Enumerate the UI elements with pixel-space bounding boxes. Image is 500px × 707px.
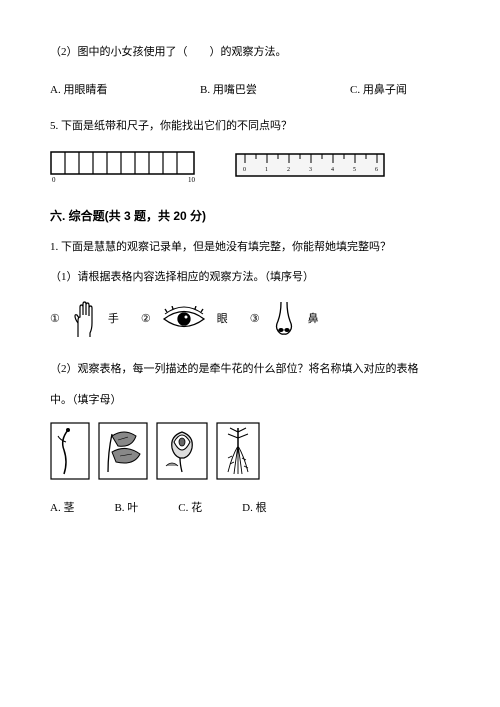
question-2-text: （2）图中的小女孩使用了（ ）的观察方法。 (50, 40, 450, 64)
svg-text:1: 1 (265, 167, 268, 173)
observation-icons-row: ① 手 ② 眼 ③ (50, 299, 450, 339)
plant-figures-row (50, 422, 450, 480)
svg-text:6: 6 (375, 167, 378, 173)
s6-q1-sub1: （1）请根据表格内容选择相应的观察方法。（填序号） (50, 265, 450, 289)
plant-options-row: A. 茎 B. 叶 C. 花 D. 根 (50, 496, 450, 520)
question-5-text: 5. 下面是纸带和尺子，你能找出它们的不同点吗？ (50, 114, 450, 138)
svg-text:10: 10 (188, 176, 195, 183)
svg-text:5: 5 (353, 167, 356, 173)
plant-option-c: C. 花 (178, 496, 202, 520)
icon-number-1: ① (50, 307, 60, 331)
option-c: C. 用鼻子闻 (350, 78, 450, 102)
question-2-options: A. 用眼睛看 B. 用嘴巴尝 C. 用鼻子闻 (50, 78, 450, 102)
eye-label: 眼 (217, 307, 228, 331)
worksheet-page: （2）图中的小女孩使用了（ ）的观察方法。 A. 用眼睛看 B. 用嘴巴尝 C.… (0, 0, 500, 550)
paper-tape-figure: 0 10 (50, 149, 195, 183)
option-a: A. 用眼睛看 (50, 78, 200, 102)
icon-number-3: ③ (250, 307, 260, 331)
s6-q1-sub2a: （2）观察表格，每一列描述的是牵牛花的什么部位？将名称填入对应的表格 (50, 357, 450, 381)
stem-figure (50, 422, 90, 480)
ruler-figures-row: 0 10 0 1 2 3 4 5 6 (50, 149, 450, 183)
ruler-figure: 0 1 2 3 4 5 6 (235, 153, 385, 179)
plant-option-d: D. 根 (242, 496, 266, 520)
nose-icon (270, 299, 298, 339)
svg-text:0: 0 (243, 167, 246, 173)
section-6-title: 六. 综合题(共 3 题，共 20 分) (50, 203, 450, 229)
s6-q1-text: 1. 下面是慧慧的观察记录单，但是她没有填完整，你能帮她填完整吗？ (50, 235, 450, 259)
hand-label: 手 (108, 307, 119, 331)
svg-text:2: 2 (287, 167, 290, 173)
eye-icon (161, 306, 207, 332)
option-b: B. 用嘴巴尝 (200, 78, 350, 102)
nose-label: 鼻 (308, 307, 319, 331)
icon-number-2: ② (141, 307, 151, 331)
svg-text:4: 4 (331, 167, 334, 173)
plant-option-a: A. 茎 (50, 496, 74, 520)
plant-option-b: B. 叶 (114, 496, 138, 520)
svg-text:3: 3 (309, 167, 312, 173)
s6-q1-sub2b: 中。（填字母） (50, 388, 450, 412)
svg-text:0: 0 (52, 176, 56, 183)
flower-figure (156, 422, 208, 480)
leaf-figure (98, 422, 148, 480)
root-figure (216, 422, 260, 480)
hand-icon (70, 299, 98, 339)
